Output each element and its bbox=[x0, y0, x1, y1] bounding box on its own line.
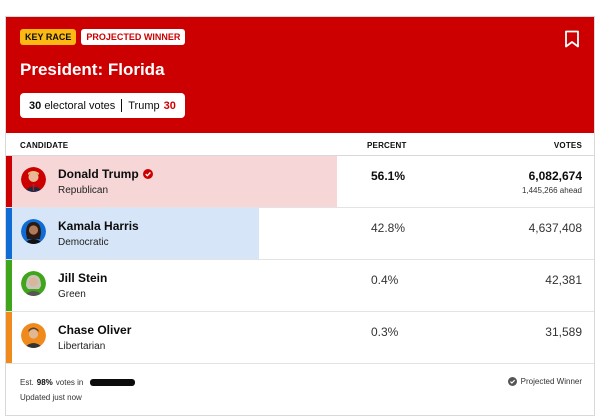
candidate-party: Democratic bbox=[58, 237, 109, 248]
bookmark-icon[interactable] bbox=[564, 30, 580, 48]
electoral-votes-pill: 30 electoral votes Trump 30 bbox=[20, 93, 185, 118]
candidate-votes: 42,381 bbox=[545, 273, 582, 287]
candidate-percent: 0.3% bbox=[371, 325, 399, 339]
avatar bbox=[21, 271, 46, 296]
party-color-stripe bbox=[6, 208, 12, 259]
candidate-row-oliver[interactable]: Chase Oliver Libertarian 0.3% 31,589 bbox=[6, 312, 594, 364]
redacted-block bbox=[90, 379, 136, 386]
candidate-name: Chase Oliver bbox=[58, 323, 131, 337]
candidate-votes: 31,589 bbox=[545, 325, 582, 339]
candidate-row-harris[interactable]: Kamala Harris Democratic 42.8% 4,637,408 bbox=[6, 208, 594, 260]
race-card: KEY RACE PROJECTED WINNER President: Flo… bbox=[5, 16, 595, 416]
candidate-name-text: Donald Trump bbox=[58, 167, 139, 181]
est-prefix: Est. bbox=[20, 378, 34, 387]
badge-group: KEY RACE PROJECTED WINNER bbox=[20, 29, 186, 45]
candidate-name: Kamala Harris bbox=[58, 219, 139, 233]
candidate-name-text: Chase Oliver bbox=[58, 323, 132, 337]
column-headers: CANDIDATE PERCENT VOTES bbox=[6, 133, 594, 156]
reporting-estimate: Est. 98% votes in bbox=[20, 378, 136, 387]
column-percent: PERCENT bbox=[367, 141, 407, 150]
candidate-party: Green bbox=[58, 289, 86, 300]
candidate-party: Libertarian bbox=[58, 341, 106, 352]
key-race-badge: KEY RACE bbox=[20, 29, 77, 45]
race-footer: Est. 98% votes in Updated just now Proje… bbox=[6, 364, 594, 415]
race-title: President: Florida bbox=[20, 60, 165, 79]
check-circle-icon bbox=[507, 377, 517, 386]
candidate-row-trump[interactable]: Donald Trump Republican 56.1% 6,082,674 … bbox=[6, 156, 594, 208]
candidate-percent: 42.8% bbox=[371, 221, 406, 235]
avatar bbox=[21, 219, 46, 244]
ev-count: 30 bbox=[29, 99, 42, 112]
candidate-percent: 56.1% bbox=[371, 169, 406, 183]
ev-label: electoral votes bbox=[44, 99, 116, 112]
avatar bbox=[21, 167, 46, 192]
candidate-party: Republican bbox=[58, 185, 109, 196]
candidate-name: Donald Trump bbox=[58, 167, 153, 181]
projected-winner-label: Projected Winner bbox=[520, 377, 582, 386]
candidate-votes: 4,637,408 bbox=[528, 221, 582, 235]
candidate-row-stein[interactable]: Jill Stein Green 0.4% 42,381 bbox=[6, 260, 594, 312]
race-header: KEY RACE PROJECTED WINNER President: Flo… bbox=[6, 17, 594, 133]
candidate-name-text: Jill Stein bbox=[58, 271, 108, 285]
party-color-stripe bbox=[6, 156, 12, 207]
est-suffix: votes in bbox=[55, 378, 84, 387]
ev-candidate: Trump bbox=[128, 99, 160, 112]
column-candidate: CANDIDATE bbox=[20, 141, 69, 150]
updated-timestamp: Updated just now bbox=[20, 393, 82, 402]
party-color-stripe bbox=[6, 260, 12, 311]
projected-winner-legend: Projected Winner bbox=[507, 377, 582, 386]
avatar bbox=[21, 323, 46, 348]
candidate-name: Jill Stein bbox=[58, 271, 107, 285]
winner-check-icon bbox=[142, 169, 153, 179]
party-color-stripe bbox=[6, 312, 12, 363]
candidate-percent: 0.4% bbox=[371, 273, 399, 287]
vote-share-fill bbox=[6, 156, 337, 207]
divider bbox=[121, 99, 123, 112]
votes-ahead: 1,445,266 ahead bbox=[521, 186, 582, 195]
candidate-votes: 6,082,674 bbox=[528, 169, 582, 183]
candidate-name-text: Kamala Harris bbox=[58, 219, 139, 233]
vote-share-fill bbox=[6, 208, 259, 259]
projected-winner-badge: PROJECTED WINNER bbox=[81, 29, 186, 45]
est-percent: 98% bbox=[36, 378, 53, 387]
ev-candidate-count: 30 bbox=[163, 99, 176, 112]
column-votes: VOTES bbox=[553, 141, 582, 150]
